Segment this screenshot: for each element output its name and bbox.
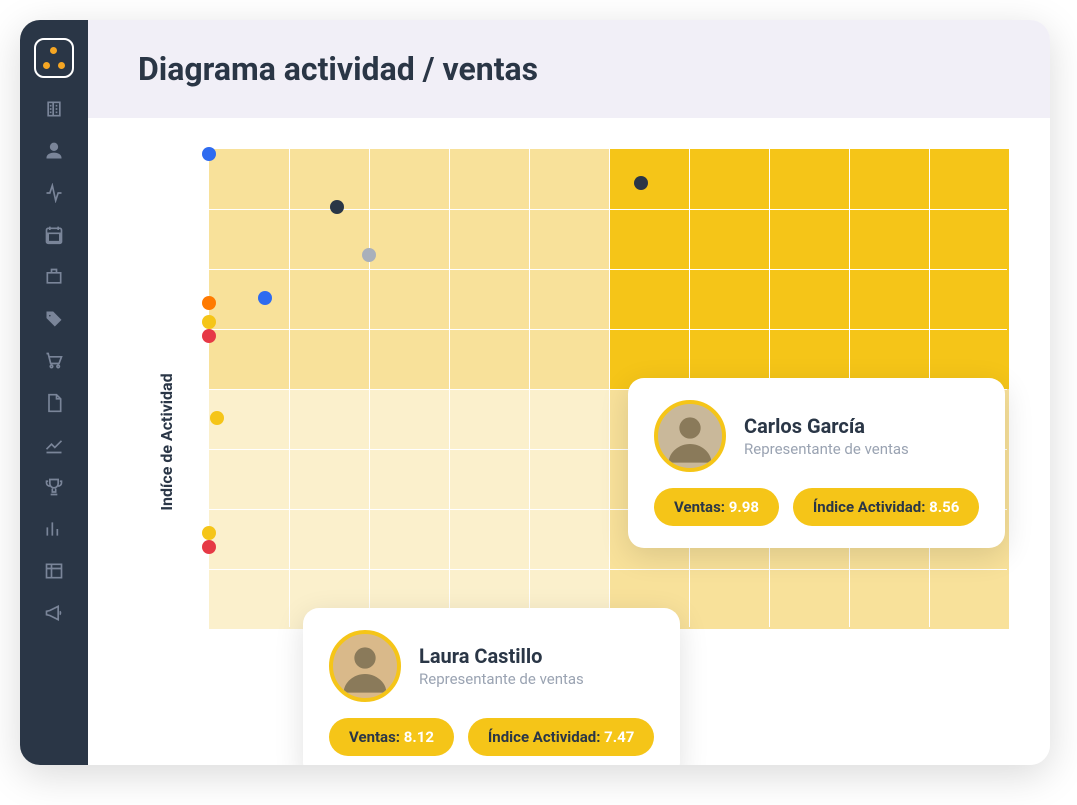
page-title: Diagrama actividad / ventas	[138, 50, 1000, 88]
card-name: Carlos García	[744, 414, 909, 438]
gridline	[209, 269, 1007, 270]
nav-activity-icon[interactable]	[43, 182, 65, 204]
nav-building-icon[interactable]	[43, 98, 65, 120]
data-point[interactable]	[258, 291, 272, 305]
nav-briefcase-icon[interactable]	[43, 266, 65, 288]
gridline	[209, 209, 1007, 210]
nav-table-icon[interactable]	[43, 560, 65, 582]
person-card: Carlos García Representante de ventas Ve…	[628, 378, 1005, 548]
nav-trophy-icon[interactable]	[43, 476, 65, 498]
nav-user-icon[interactable]	[43, 140, 65, 162]
main-content: Diagrama actividad / ventas Indíce de Ac…	[88, 20, 1050, 765]
indice-pill: Índice Actividad: 7.47	[468, 718, 654, 756]
data-point[interactable]	[202, 296, 216, 310]
data-point[interactable]	[634, 176, 648, 190]
app-logo[interactable]	[34, 38, 74, 78]
data-point[interactable]	[362, 248, 376, 262]
data-point[interactable]	[202, 329, 216, 343]
card-role: Representante de ventas	[744, 440, 909, 458]
data-point[interactable]	[202, 147, 216, 161]
avatar	[654, 400, 726, 472]
nav-cart-icon[interactable]	[43, 350, 65, 372]
nav-megaphone-icon[interactable]	[43, 602, 65, 624]
data-point[interactable]	[202, 526, 216, 540]
gridline	[369, 149, 370, 627]
gridline	[289, 149, 290, 627]
gridline	[529, 149, 530, 627]
card-name: Laura Castillo	[419, 644, 584, 668]
logo-dots-icon	[43, 47, 65, 69]
gridline	[209, 569, 1007, 570]
gridline	[449, 149, 450, 627]
gridline	[609, 149, 610, 627]
data-point[interactable]	[202, 540, 216, 554]
card-role: Representante de ventas	[419, 670, 584, 688]
person-card: Laura Castillo Representante de ventas V…	[303, 608, 680, 765]
data-point[interactable]	[330, 200, 344, 214]
sidebar	[20, 20, 88, 765]
nav-calendar-icon[interactable]	[43, 224, 65, 246]
data-point[interactable]	[202, 315, 216, 329]
nav-chart-line-icon[interactable]	[43, 434, 65, 456]
app-window: Diagrama actividad / ventas Indíce de Ac…	[20, 20, 1050, 765]
page-header: Diagrama actividad / ventas	[88, 20, 1050, 118]
nav-file-icon[interactable]	[43, 392, 65, 414]
ventas-pill: Ventas: 8.12	[329, 718, 454, 756]
nav-bar-chart-icon[interactable]	[43, 518, 65, 540]
ventas-pill: Ventas: 9.98	[654, 488, 779, 526]
avatar	[329, 630, 401, 702]
data-point[interactable]	[210, 411, 224, 425]
nav-tag-icon[interactable]	[43, 308, 65, 330]
indice-pill: Índice Actividad: 8.56	[793, 488, 979, 526]
chart-area: Indíce de Actividad Ventas Carlos García…	[88, 118, 1050, 765]
gridline	[209, 329, 1007, 330]
